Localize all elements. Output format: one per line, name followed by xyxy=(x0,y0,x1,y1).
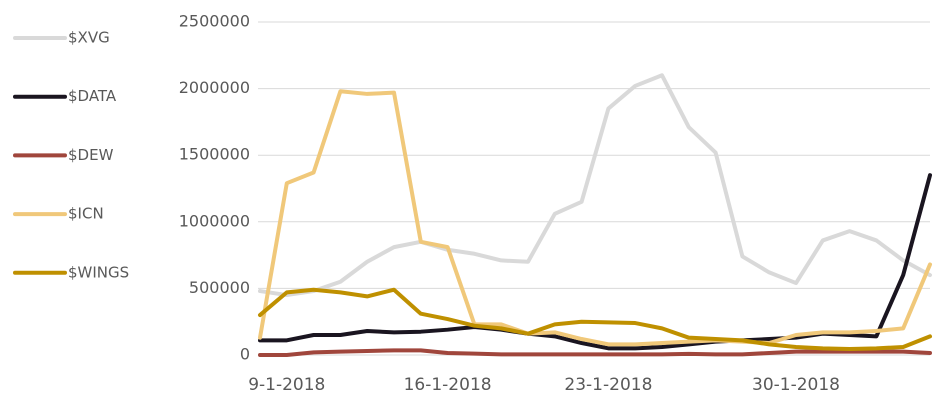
x-tick-label: 9-1-2018 xyxy=(248,375,325,395)
series-line xyxy=(258,89,932,347)
y-tick-label: 2000000 xyxy=(179,78,250,97)
series-line xyxy=(258,348,932,357)
x-tick-label: 30-1-2018 xyxy=(752,375,840,395)
y-tick-label: 500000 xyxy=(189,278,250,297)
y-tick-label: 1000000 xyxy=(179,211,250,230)
legend-label: $ICN xyxy=(68,205,104,223)
y-tick-label: 2500000 xyxy=(179,12,250,31)
legend-label: $WINGS xyxy=(68,263,129,281)
legend-label: $DATA xyxy=(68,87,117,105)
legend-label: $XVG xyxy=(68,29,110,47)
x-tick-label: 23-1-2018 xyxy=(564,375,652,395)
series-line xyxy=(258,73,932,298)
y-tick-label: 1500000 xyxy=(179,145,250,164)
y-tick-label: 0 xyxy=(240,345,250,364)
x-tick-label: 16-1-2018 xyxy=(404,375,492,395)
series-line xyxy=(258,287,932,352)
legend-label: $DEW xyxy=(68,146,114,164)
